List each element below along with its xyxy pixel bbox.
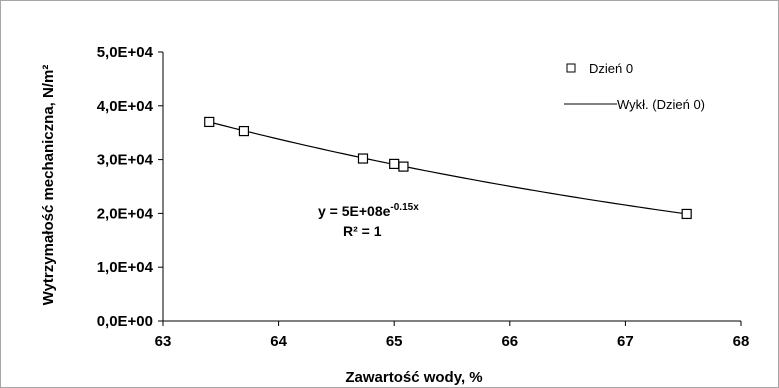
x-axis-title: Zawartość wody, % [345,369,482,386]
legend-marker-square [566,63,576,73]
equation-prefix: y = 5E+08e [318,203,391,219]
equation-exponent: -0.15x [390,202,419,213]
trendline-equation: y = 5E+08e-0.15x R² = 1 [318,202,419,239]
y-tick-label: 1,0E+04 [97,259,154,276]
legend-label-series: Dzień 0 [589,61,633,76]
x-tick-label: 68 [733,333,750,350]
legend: Dzień 0 Wykł. (Dzień 0) [564,61,705,112]
y-tick-label: 5,0E+04 [97,44,154,61]
r-squared-text: R² = 1 [343,223,382,239]
data-point [357,153,369,164]
x-tick-label: 66 [501,333,518,350]
x-tick-label: 67 [617,333,634,350]
trendline [209,121,687,215]
data-point [238,125,250,137]
data-point [398,161,409,172]
y-tick-label: 0,0E+00 [97,313,153,330]
equation-text: y = 5E+08e-0.15x [318,202,419,219]
x-tick-label: 65 [386,333,403,350]
y-tick-label: 2,0E+04 [97,205,154,222]
y-tick-label: 4,0E+04 [97,98,154,115]
data-point [681,208,692,220]
x-tick-label: 64 [270,333,287,350]
x-axis-ticks: 63 64 65 66 67 68 [155,321,750,350]
x-tick-label: 63 [155,333,172,350]
y-axis-ticks: 0,0E+00 1,0E+04 2,0E+04 3,0E+04 4,0E+04 5,0E+… [97,44,163,330]
data-points [204,116,692,220]
legend-label-trendline: Wykł. (Dzień 0) [617,97,705,112]
y-axis-title: Wytrzymałość mechaniczna, N/m² [40,65,57,306]
data-point [204,116,215,128]
data-point [389,158,400,170]
y-tick-label: 3,0E+04 [97,152,154,169]
